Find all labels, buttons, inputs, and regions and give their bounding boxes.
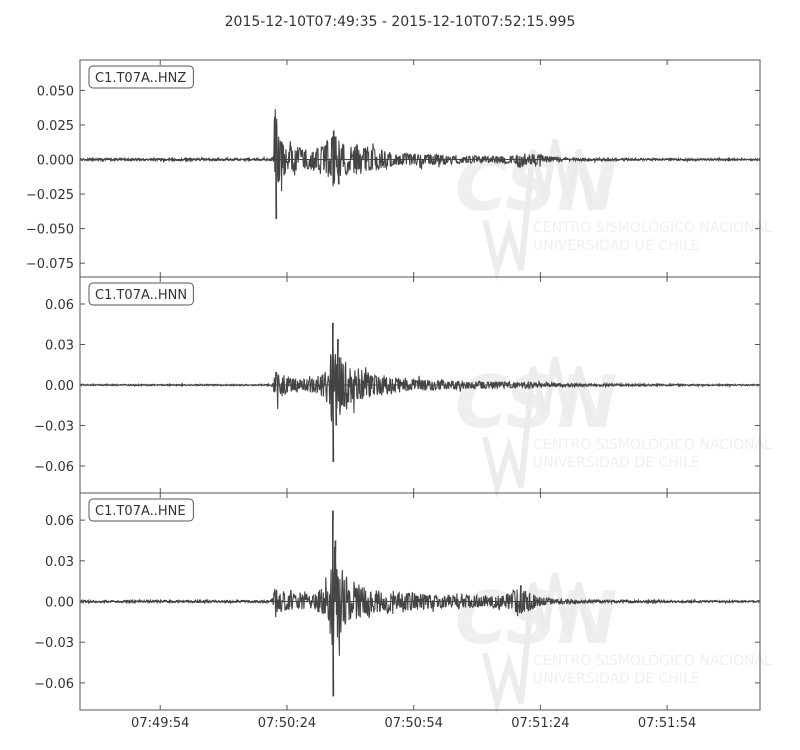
y-tick-label: −0.06 — [34, 677, 74, 692]
y-tick-label: −0.025 — [26, 188, 74, 203]
x-tick-label: 07:50:24 — [258, 716, 316, 731]
x-tick-label: 07:49:54 — [131, 716, 189, 731]
y-tick-label: 0.00 — [45, 596, 74, 611]
watermark-line-1: CENTRO SISMOLÓGICO NACIONAL — [533, 435, 772, 453]
watermark-wave-icon — [482, 572, 594, 715]
y-tick-label: −0.03 — [34, 420, 74, 435]
y-tick-label: 0.06 — [45, 514, 74, 529]
waveform-trace — [80, 322, 760, 462]
y-tick-label: −0.075 — [26, 257, 74, 272]
waveform-peak — [332, 384, 335, 462]
y-tick-label: 0.06 — [45, 298, 74, 313]
y-tick-label: 0.050 — [37, 84, 74, 99]
waveform-peak — [274, 116, 276, 160]
channel-label: C1.T07A..HNN — [88, 282, 194, 306]
waveform-peak — [519, 585, 522, 602]
watermark-logo-text: CSN — [455, 576, 617, 660]
chart-title: 2015-12-10T07:49:35 - 2015-12-10T07:52:1… — [225, 14, 576, 30]
waveform-peak — [331, 322, 334, 386]
channel-label-text: C1.T07A..HNZ — [95, 71, 186, 86]
y-tick-label: 0.000 — [37, 154, 74, 169]
waveform-peak — [332, 130, 335, 160]
watermark-line-2: UNIVERSIDAD DE CHILE — [533, 238, 700, 254]
watermark-line-1: CENTRO SISMOLÓGICO NACIONAL — [533, 218, 772, 236]
y-tick-label: 0.00 — [45, 379, 74, 394]
waveform-peak — [332, 601, 335, 697]
channel-label-box — [88, 65, 194, 89]
watermark-wave-icon — [482, 139, 594, 282]
channel-label: C1.T07A..HNE — [88, 498, 194, 522]
watermark-wave-icon — [482, 356, 594, 499]
watermark-line-2: UNIVERSIDAD DE CHILE — [533, 671, 700, 687]
waveform-trace — [80, 109, 760, 219]
x-tick-label: 07:50:54 — [384, 716, 442, 731]
y-tick-label: −0.03 — [34, 636, 74, 651]
channel-label-box — [88, 282, 194, 306]
watermark-logo-text: CSN — [455, 360, 617, 444]
watermark-line-1: CENTRO SISMOLÓGICO NACIONAL — [533, 651, 772, 669]
channel-label: C1.T07A..HNZ — [88, 65, 194, 89]
watermark-line-2: UNIVERSIDAD DE CHILE — [533, 455, 700, 471]
channel-label-text: C1.T07A..HNE — [95, 504, 186, 519]
waveform-peak — [331, 510, 334, 602]
y-tick-label: −0.050 — [26, 223, 74, 238]
y-tick-label: −0.06 — [34, 460, 74, 475]
y-tick-label: 0.03 — [45, 339, 74, 354]
waveform-peak — [335, 384, 338, 426]
x-tick-label: 07:51:54 — [638, 716, 696, 731]
waveform-peak — [334, 540, 337, 602]
y-tick-label: 0.025 — [37, 119, 74, 134]
channel-label-text: C1.T07A..HNN — [95, 288, 187, 303]
y-tick-label: 0.03 — [45, 555, 74, 570]
waveform-trace — [80, 510, 760, 697]
channel-label-box — [88, 498, 194, 522]
waveform-peak — [275, 159, 278, 219]
waveform-peak — [337, 159, 340, 185]
x-tick-label: 07:51:24 — [511, 716, 569, 731]
waveform-peak — [336, 339, 339, 386]
